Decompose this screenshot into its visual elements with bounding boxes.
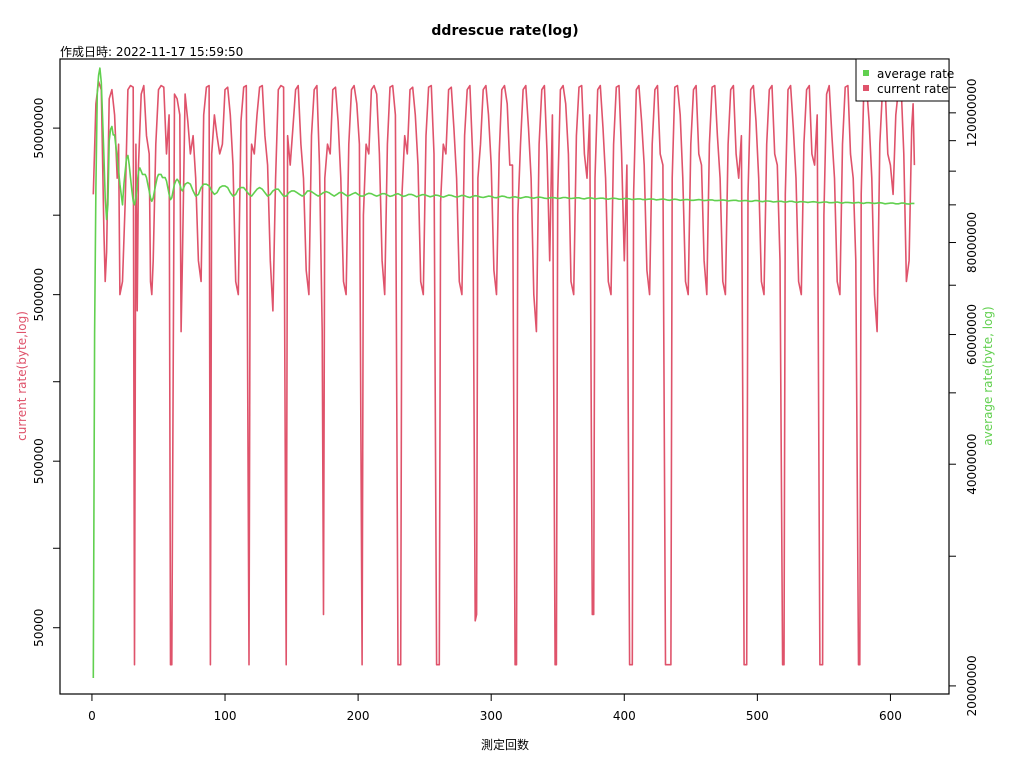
y-left-tick-label-5000000: 5000000 — [32, 268, 46, 321]
y-right-tick-label-120000000: 120000000 — [965, 78, 979, 147]
plot-area — [92, 67, 916, 679]
y-right-tick-label-80000000: 80000000 — [965, 212, 979, 273]
created-datetime: 作成日時: 2022-11-17 15:59:50 — [60, 45, 243, 59]
series-line-current-rate — [92, 80, 916, 666]
x-axis: 0 100 200 300 400 500 600 — [88, 694, 902, 723]
legend-box — [855, 58, 950, 102]
y-axis-left-label: current rate(byte,log) — [15, 311, 29, 441]
x-tick-label-0: 0 — [88, 709, 96, 723]
x-tick-label-400: 400 — [613, 709, 636, 723]
y-right-tick-label-40000000: 40000000 — [965, 434, 979, 495]
legend-label-average-rate: average rate — [877, 67, 954, 81]
legend-label-current-rate: current rate — [877, 82, 948, 96]
y-axis-left: 50000 500000 5000000 50000000 — [32, 98, 60, 647]
x-tick-label-200: 200 — [347, 709, 370, 723]
legend-swatch-average-rate — [863, 70, 869, 76]
x-tick-label-600: 600 — [879, 709, 902, 723]
chart-title: ddrescue rate(log) — [431, 23, 578, 39]
x-tick-label-100: 100 — [214, 709, 237, 723]
x-axis-label: 測定回数 — [481, 737, 529, 752]
y-right-tick-label-20000000: 20000000 — [965, 655, 979, 716]
plot-frame — [59, 58, 950, 695]
y-axis-right-label: average rate(byte, log) — [981, 306, 995, 445]
y-axis-right: 20000000 40000000 60000000 80000000 12000000… — [949, 78, 979, 716]
legend-swatch-current-rate — [863, 85, 869, 91]
y-left-tick-label-500000: 500000 — [32, 438, 46, 484]
y-left-tick-label-50000000: 50000000 — [32, 98, 46, 159]
series-line-average-rate — [92, 67, 915, 679]
x-tick-label-300: 300 — [480, 709, 503, 723]
y-right-tick-label-60000000: 60000000 — [965, 304, 979, 365]
legend: average rate current rate — [855, 58, 954, 102]
y-left-tick-label-50000: 50000 — [32, 609, 46, 647]
x-tick-label-500: 500 — [746, 709, 769, 723]
